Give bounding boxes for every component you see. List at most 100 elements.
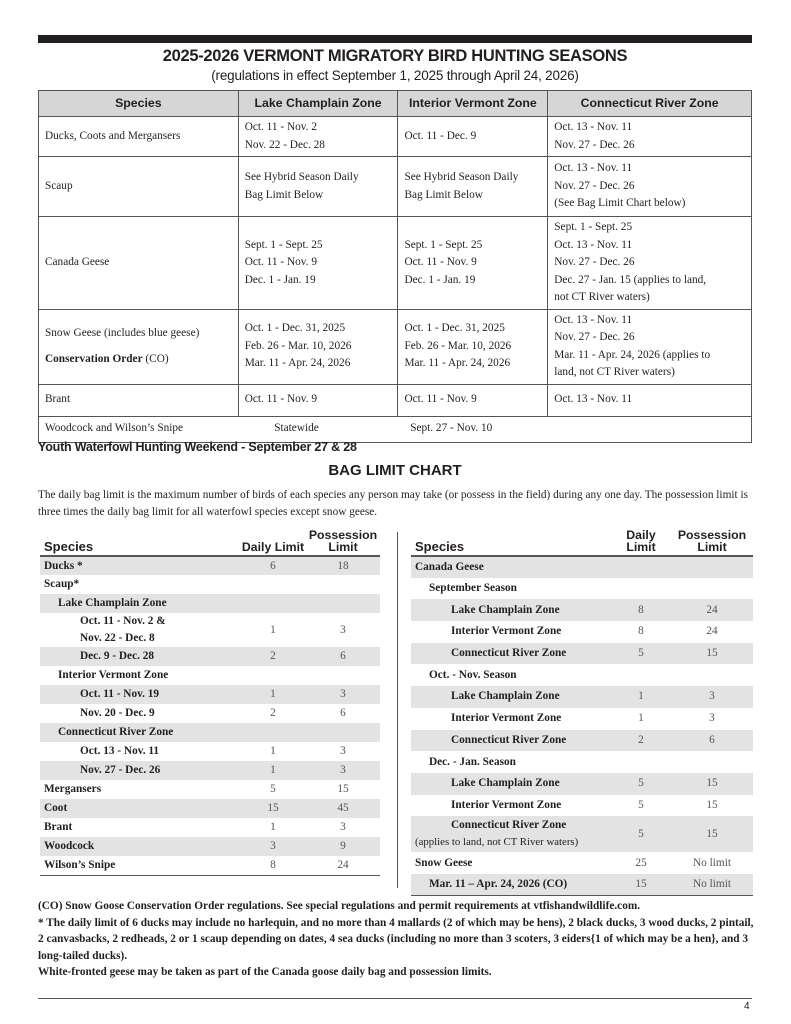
season-dates: Dec. 1 - Jan. 19	[244, 273, 316, 286]
possession-limit: 15	[706, 798, 718, 811]
bag-row: Scaup*	[40, 575, 380, 594]
bag-row: Mar. 11 – Apr. 24, 2026 (CO) 15 No limit	[411, 873, 753, 897]
possession-limit: 3	[340, 745, 346, 757]
possession-limit	[671, 751, 753, 773]
season-dates: Nov. 27 - Dec. 26	[554, 256, 635, 268]
crz-cell: Oct. 13 - Nov. 11 Nov. 27 - Dec. 26 (See B…	[547, 156, 752, 217]
species-label: Connecticut River Zone	[451, 647, 567, 660]
col-possession: Possession Limit	[306, 524, 380, 557]
bag-row: Nov. 20 - Dec. 9 2 6	[40, 704, 380, 723]
bag-row: Oct. 11 - Nov. 2 & Nov. 22 - Dec. 8 1 3	[40, 613, 380, 647]
page-title: 2025-2026 VERMONT MIGRATORY BIRD HUNTING…	[162, 47, 628, 65]
season-dates: Feb. 26 - Mar. 10, 2026	[404, 339, 512, 352]
daily-limit: 8	[638, 625, 644, 638]
daily-limit: 1	[240, 761, 306, 780]
species-cell: Woodcock and Wilson’s Snipe	[38, 415, 239, 443]
ivz-cell: Oct. 11 - Dec. 9	[397, 116, 549, 157]
season-dates: Oct. 11 - Nov. 9	[244, 393, 317, 406]
daily-limit: 25	[635, 856, 647, 869]
species-cell: Brant	[40, 818, 240, 837]
species-label: Scaup*	[44, 578, 80, 590]
bag-row: Ducks * 6 18	[40, 556, 380, 575]
ivz-cell: Oct. 11 - Nov. 9	[397, 383, 549, 417]
possession-limit: 3	[340, 623, 346, 636]
species-label: Dec. 9 - Dec. 28	[80, 650, 155, 662]
col-daily: Daily Limit	[611, 524, 671, 557]
season-dates: Sept. 1 - Sept. 25	[244, 238, 323, 251]
footnotes: (CO) Snow Goose Conservation Order regul…	[38, 898, 754, 981]
bag-row: Oct. 13 - Nov. 11 1 3	[40, 742, 380, 761]
possession-limit: 15	[671, 816, 753, 853]
lcz-cell: Oct. 1 - Dec. 31, 2025 Feb. 26 - Mar. 10,…	[237, 308, 399, 385]
bag-row: Dec. - Jan. Season	[411, 751, 753, 773]
possession-limit: 15	[671, 642, 753, 665]
species-cell: Interior Vermont Zone	[411, 708, 611, 730]
col-species: Species	[411, 524, 611, 557]
species-cell: Interior Vermont Zone	[411, 795, 611, 817]
season-dates: Sept. 1 - Sept. 25	[554, 221, 633, 233]
season-dates: Oct. 11 - Nov. 2	[244, 121, 317, 133]
species-label: Lake Champlain Zone	[451, 777, 560, 790]
season-dates: Oct. 1 - Dec. 31, 2025	[404, 322, 505, 335]
species-label: Canada Geese	[415, 560, 484, 573]
daily-limit: 2	[240, 647, 306, 666]
possession-limit	[671, 578, 753, 600]
species-label: Interior Vermont Zone	[58, 669, 169, 681]
bag-row: Lake Champlain Zone 5 15	[411, 772, 753, 795]
column-divider	[397, 532, 399, 888]
species-label: Mar. 11 – Apr. 24, 2026 (CO)	[429, 878, 568, 891]
daily-limit: 5	[611, 816, 671, 853]
possession-limit: 24	[671, 599, 753, 622]
species-label: Oct. 13 - Nov. 11	[80, 745, 160, 757]
bag-table-right: Species Daily Limit Possession Limit Can…	[411, 524, 753, 897]
species-label: Dec. - Jan. Season	[429, 755, 516, 768]
daily-limit: 5	[611, 772, 671, 795]
species-cell: Snow Geese	[411, 852, 611, 874]
possession-limit: 6	[340, 707, 346, 719]
season-dates: Nov. 27 - Dec. 26	[554, 331, 635, 343]
species-name: Snow Geese (includes blue geese)	[45, 326, 200, 339]
season-dates: Mar. 11 - Apr. 24, 2026	[404, 357, 511, 370]
species-name: Brant	[45, 393, 71, 406]
season-row: Scaup See Hybrid Season Daily Bag Limit Be…	[38, 156, 752, 217]
species-label: Ducks *	[44, 559, 83, 572]
possession-limit	[671, 556, 753, 578]
crz-cell: Oct. 13 - Nov. 11 Nov. 27 - Dec. 26	[547, 116, 752, 157]
possession-limit: No limit	[671, 873, 753, 897]
conservation-order: Conservation Order	[45, 353, 143, 365]
season-dates: Oct. 13 - Nov. 11	[554, 238, 633, 251]
season-dates: land, not CT River waters)	[554, 366, 675, 378]
season-dates: Oct. 1 - Dec. 31, 2025	[244, 322, 346, 335]
possession-limit: 45	[306, 799, 380, 818]
species-label: Nov. 20 - Dec. 9	[80, 707, 155, 719]
possession-limit: 3	[306, 761, 380, 780]
season-row: Brant Oct. 11 - Nov. 9 Oct. 11 - Nov. 9 Oct…	[38, 383, 752, 417]
species-name: Ducks, Coots and Mergansers	[45, 129, 181, 142]
species-label: Oct. 11 - Nov. 19	[80, 688, 160, 700]
species-cell: Scaup	[38, 156, 239, 217]
season-dates: not CT River waters)	[554, 291, 650, 303]
note-ducks: * The daily limit of 6 ducks may include…	[38, 916, 754, 962]
seasons-table: Species Lake Champlain Zone Interior Ver…	[38, 90, 753, 443]
species-cell: Scaup*	[40, 575, 240, 594]
possession-limit	[306, 575, 380, 594]
bag-row: Lake Champlain Zone	[40, 594, 380, 613]
season-dates: Bag Limit Below	[244, 188, 324, 201]
season-dates: Nov. 22 - Dec. 28	[244, 138, 325, 151]
ivz-cell: Oct. 1 - Dec. 31, 2025 Feb. 26 - Mar. 10,…	[397, 308, 549, 385]
species-label: Interior Vermont Zone	[451, 798, 562, 811]
possession-limit: 3	[306, 685, 380, 704]
season-dates: See Hybrid Season Daily	[244, 171, 359, 183]
season-row: Canada Geese Sept. 1 - Sept. 25 Oct. 11 - …	[38, 216, 752, 310]
species-label: Wilson’s Snipe	[44, 858, 116, 871]
daily-limit	[240, 723, 306, 742]
species-label: Connecticut River Zone	[451, 819, 567, 832]
season-row: Woodcock and Wilson’s Snipe Statewide Sept…	[38, 415, 753, 443]
crz-cell: Oct. 13 - Nov. 11	[547, 383, 752, 417]
daily-limit: 1	[270, 623, 276, 636]
daily-limit: 5	[611, 642, 671, 665]
bag-row: Woodcock 3 9	[40, 837, 380, 856]
daily-limit: 2	[270, 707, 276, 719]
lcz-cell: See Hybrid Season Daily Bag Limit Below	[237, 156, 399, 217]
col-ivz: Interior Vermont Zone	[397, 90, 549, 117]
